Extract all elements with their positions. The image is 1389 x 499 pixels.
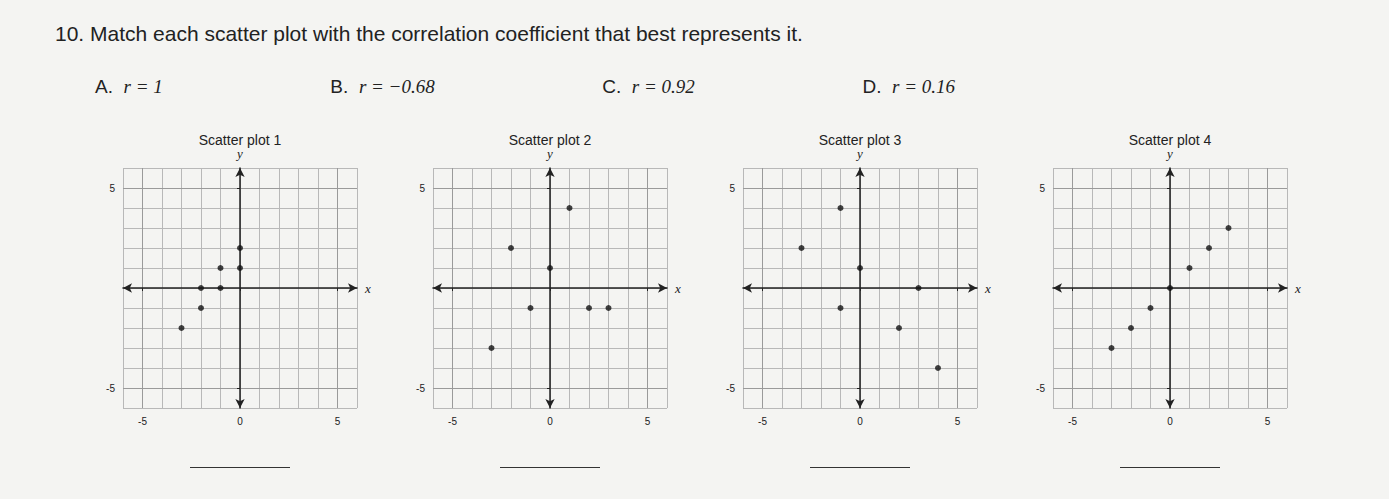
svg-text:5: 5 xyxy=(109,183,115,194)
svg-text:-5: -5 xyxy=(416,383,425,394)
svg-text:Scatter plot 3: Scatter plot 3 xyxy=(819,132,902,148)
svg-text:5: 5 xyxy=(645,416,651,427)
svg-text:5: 5 xyxy=(1039,183,1045,194)
svg-text:-5: -5 xyxy=(106,383,115,394)
svg-text:y: y xyxy=(545,146,553,161)
svg-text:-5: -5 xyxy=(758,416,767,427)
svg-text:y: y xyxy=(235,146,243,161)
html-text:A. r = 1: A. r = 1 xyxy=(95,76,163,97)
svg-text:-5: -5 xyxy=(726,383,735,394)
svg-text:-5: -5 xyxy=(448,416,457,427)
html-text:B. r = −0.68: B. r = −0.68 xyxy=(330,76,435,97)
svg-text:x: x xyxy=(674,281,681,296)
svg-text:x: x xyxy=(1294,281,1301,296)
svg-text:y: y xyxy=(855,146,863,161)
svg-text:5: 5 xyxy=(335,416,341,427)
svg-text:-5: -5 xyxy=(138,416,147,427)
svg-text:-5: -5 xyxy=(1068,416,1077,427)
svg-text:-5: -5 xyxy=(1036,383,1045,394)
svg-text:0: 0 xyxy=(237,416,243,427)
svg-text:0: 0 xyxy=(1167,416,1173,427)
svg-text:5: 5 xyxy=(419,183,425,194)
svg-text:5: 5 xyxy=(729,183,735,194)
svg-text:0: 0 xyxy=(547,416,553,427)
svg-text:x: x xyxy=(984,281,991,296)
svg-text:y: y xyxy=(1165,146,1173,161)
svg-text:x: x xyxy=(364,281,371,296)
html-text:D. r = 0.16: D. r = 0.16 xyxy=(862,76,955,97)
html-text:C. r = 0.92: C. r = 0.92 xyxy=(602,76,695,97)
svg-text:Scatter plot 2: Scatter plot 2 xyxy=(509,132,592,148)
svg-text:Scatter plot 1: Scatter plot 1 xyxy=(199,132,282,148)
html-text:10. Match each scatter plot wi: 10. Match each scatter plot with the cor… xyxy=(55,22,803,45)
svg-text:5: 5 xyxy=(955,416,961,427)
svg-text:Scatter plot 4: Scatter plot 4 xyxy=(1129,132,1212,148)
svg-text:5: 5 xyxy=(1265,416,1271,427)
svg-text:0: 0 xyxy=(857,416,863,427)
